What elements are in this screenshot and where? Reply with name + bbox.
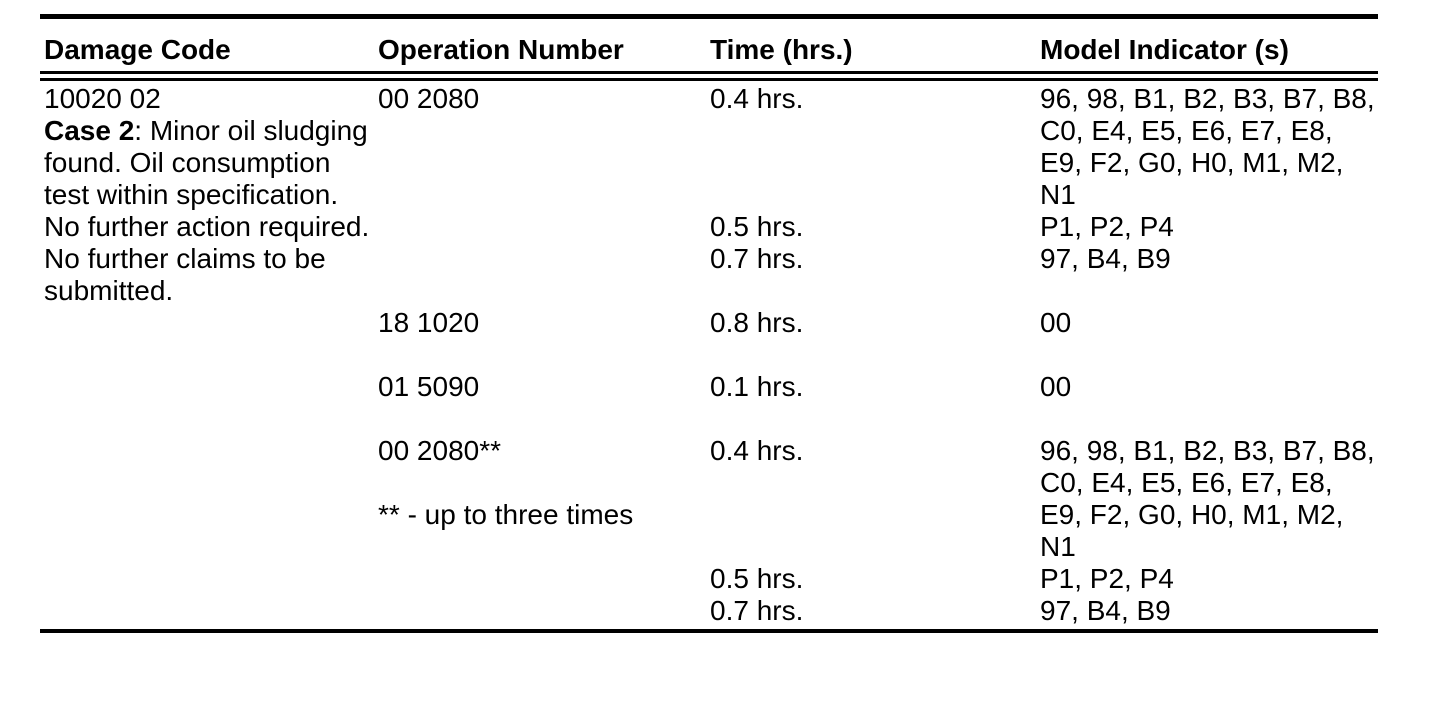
table-cell: 0.8 hrs. [710, 307, 804, 338]
table-cell [710, 403, 1040, 435]
table-cell [710, 339, 1040, 371]
table-row: C0, E4, E5, E6, E7, E8, [40, 467, 1378, 499]
table-cell [44, 563, 378, 595]
table-cell: N1 [1040, 179, 1076, 210]
table-cell [378, 467, 710, 499]
table-cell: 00 2080 [378, 83, 480, 114]
table-cell [44, 595, 378, 627]
table-cell: 97, B4, B9 [1040, 595, 1171, 626]
header-divider-rule [40, 71, 1378, 81]
table-row: No further action required. 0.5 hrs. P1, P… [40, 211, 1378, 243]
table-row: Case 2: Minor oil sludging C0, E4, E5, E6… [40, 115, 1378, 147]
table-cell: E9, F2, G0, H0, M1, M2, [1040, 499, 1344, 530]
table-cell: 0.5 hrs. [710, 563, 804, 594]
table-cell: 0.7 hrs. [710, 595, 804, 626]
table-cell [44, 307, 378, 339]
table-bottom-rule [40, 629, 1378, 633]
table-header-row: Damage Code Operation Number Time (hrs.)… [40, 19, 1378, 66]
table-row: 0.7 hrs. 97, B4, B9 [40, 595, 1378, 627]
table-cell: found. Oil consumption [44, 147, 331, 178]
table-cell: 0.7 hrs. [710, 243, 804, 274]
table-cell: C0, E4, E5, E6, E7, E8, [1040, 115, 1333, 146]
table-cell: 01 5090 [378, 371, 480, 402]
table-row: 01 5090 0.1 hrs. 00 [40, 371, 1378, 403]
table-cell: 00 [1040, 371, 1072, 402]
table-cell: test within specification. [44, 179, 339, 210]
table-cell: 10020 02 [44, 83, 161, 114]
table-row: No further claims to be 0.7 hrs. 97, B4, B… [40, 243, 1378, 275]
column-header-time: Time (hrs.) [710, 34, 853, 65]
table-cell [1040, 275, 1378, 307]
table-cell [378, 243, 710, 275]
table-cell [44, 371, 378, 403]
case-label: Case 2 [44, 115, 135, 146]
table-cell: 0.1 hrs. [710, 371, 804, 402]
table-row: test within specification. N1 [40, 179, 1378, 211]
table-row: submitted. [40, 275, 1378, 307]
table-row: 18 1020 0.8 hrs. 00 [40, 307, 1378, 339]
table-cell: 00 [1040, 307, 1072, 338]
table-row: 10020 02 00 2080 0.4 hrs. 96, 98, B1, B2, B… [40, 83, 1378, 115]
table-row [40, 339, 1378, 371]
table-cell: No further action required. [44, 211, 370, 242]
table-cell: Case 2: Minor oil sludging [44, 115, 368, 146]
table-row [40, 403, 1378, 435]
table-cell: 18 1020 [378, 307, 480, 338]
table-cell [378, 563, 710, 595]
table-cell: 00 2080** [378, 435, 502, 466]
table-cell: 96, 98, B1, B2, B3, B7, B8, [1040, 83, 1375, 114]
table-cell [44, 531, 378, 563]
table-cell [378, 179, 710, 211]
table-cell [710, 531, 1040, 563]
table-cell [378, 595, 710, 627]
table-cell: N1 [1040, 531, 1076, 562]
table-row: 0.5 hrs. P1, P2, P4 [40, 563, 1378, 595]
table-cell: No further claims to be [44, 243, 326, 274]
table-top-rule [40, 14, 1378, 19]
table-cell: C0, E4, E5, E6, E7, E8, [1040, 467, 1333, 498]
table-cell [378, 531, 710, 563]
table-cell [378, 147, 710, 179]
table-cell [378, 403, 710, 435]
column-header-operation-number: Operation Number [378, 34, 624, 65]
damage-code-table: Damage Code Operation Number Time (hrs.)… [40, 14, 1378, 633]
table-cell: E9, F2, G0, H0, M1, M2, [1040, 147, 1344, 178]
table-cell [1040, 339, 1378, 371]
table-cell [378, 115, 710, 147]
table-cell [378, 211, 710, 243]
table-cell [710, 115, 1040, 147]
table-cell [378, 339, 710, 371]
table-row: N1 [40, 531, 1378, 563]
table-cell [378, 275, 710, 307]
table-cell: 0.5 hrs. [710, 211, 804, 242]
table-cell: 97, B4, B9 [1040, 243, 1171, 274]
table-body: 10020 02 00 2080 0.4 hrs. 96, 98, B1, B2, B… [40, 81, 1378, 627]
table-cell [44, 467, 378, 499]
table-cell: submitted. [44, 275, 174, 306]
table-cell: ** - up to three times [378, 499, 634, 530]
table-row: found. Oil consumption E9, F2, G0, H0, M1… [40, 147, 1378, 179]
table-cell [44, 435, 378, 467]
table-cell [710, 275, 1040, 307]
table-cell: 0.4 hrs. [710, 83, 804, 114]
table-cell: P1, P2, P4 [1040, 563, 1174, 594]
column-header-damage-code: Damage Code [44, 34, 231, 65]
table-cell [710, 467, 1040, 499]
table-cell [44, 339, 378, 371]
table-cell [44, 403, 378, 435]
table-cell [1040, 403, 1378, 435]
table-row: ** - up to three times E9, F2, G0, H0, M1… [40, 499, 1378, 531]
table-row: 00 2080** 0.4 hrs. 96, 98, B1, B2, B3, B7,… [40, 435, 1378, 467]
column-header-model-indicator: Model Indicator (s) [1040, 34, 1289, 65]
table-cell: 0.4 hrs. [710, 435, 804, 466]
table-cell: P1, P2, P4 [1040, 211, 1174, 242]
table-cell [710, 499, 1040, 531]
table-cell [710, 147, 1040, 179]
table-cell [710, 179, 1040, 211]
table-cell [44, 499, 378, 531]
table-cell: 96, 98, B1, B2, B3, B7, B8, [1040, 435, 1375, 466]
